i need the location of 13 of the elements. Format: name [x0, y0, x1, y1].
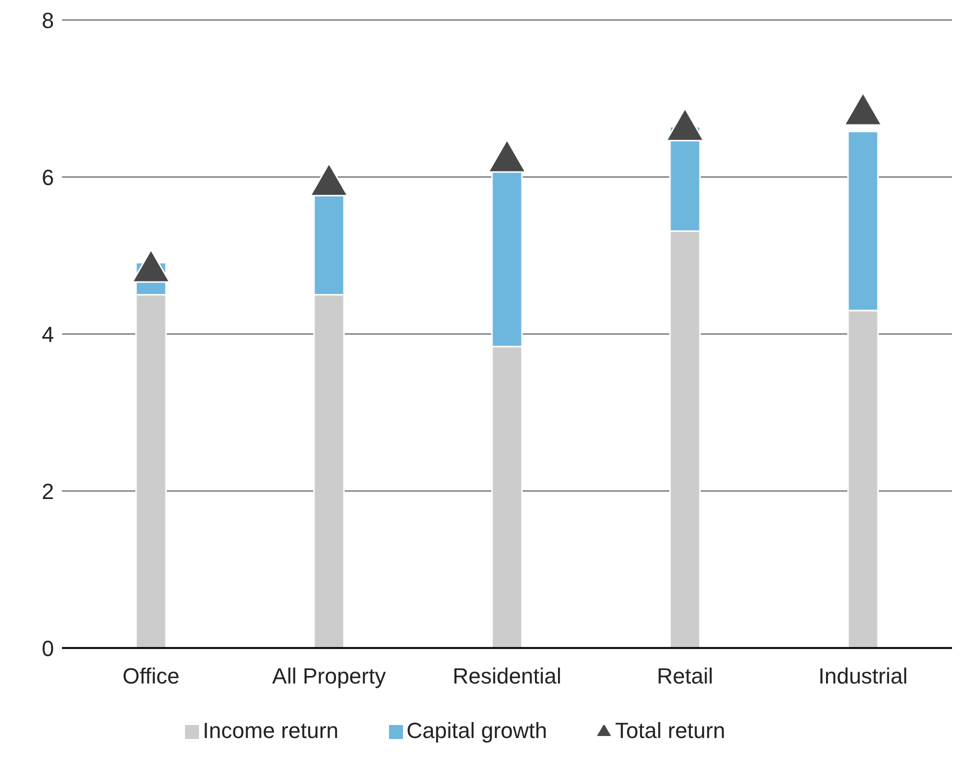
x-tick-label: Residential [452, 664, 562, 689]
y-tick-label: 4 [42, 322, 54, 347]
y-tick-label: 6 [42, 164, 54, 190]
x-tick-label: All Property [272, 664, 386, 689]
legend-label: Income return [202, 718, 339, 743]
x-tick-label: Industrial [818, 664, 908, 689]
y-tick-label: 2 [42, 478, 54, 504]
legend-label: Total return [615, 718, 726, 743]
legend-label: Capital growth [406, 718, 548, 743]
y-tick-label: 8 [42, 8, 54, 33]
y-tick-label: 0 [42, 636, 54, 661]
x-tick-label: Office [122, 664, 180, 689]
x-tick-label: Retail [656, 664, 714, 689]
